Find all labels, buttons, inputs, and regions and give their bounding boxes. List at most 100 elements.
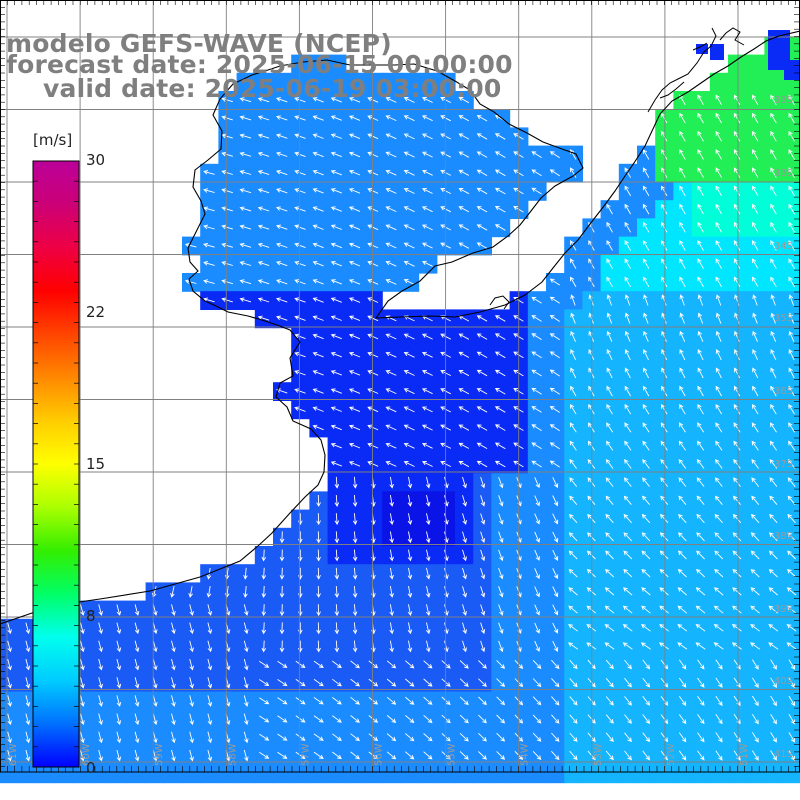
wind-arrow [623, 550, 633, 560]
wind-arrow [568, 513, 578, 524]
wind-arrow [7, 749, 12, 762]
wind-arrow [769, 513, 778, 524]
wind-arrow [770, 330, 777, 342]
wind-arrow [788, 130, 795, 142]
wind-arrow [494, 206, 506, 213]
wind-arrow [277, 751, 288, 759]
wind-cell [509, 764, 529, 784]
wind-arrow [770, 130, 777, 142]
wind-arrow [277, 660, 288, 668]
wind-arrow [697, 349, 704, 361]
wind-arrow [330, 351, 342, 358]
wind-arrow [385, 424, 397, 431]
wind-arrow [459, 678, 469, 687]
wind-arrow [734, 349, 740, 361]
wind-arrow [624, 677, 632, 688]
wind-arrow [367, 133, 379, 140]
lon-label: 56W [374, 743, 385, 766]
wind-cell [127, 764, 147, 784]
wind-arrow [569, 732, 578, 742]
wind-arrow [171, 695, 176, 707]
wind-arrow [678, 458, 687, 469]
wind-arrow [386, 696, 397, 705]
wind-arrow [80, 731, 85, 744]
wind-arrow [624, 385, 631, 397]
wind-arrow [659, 513, 669, 524]
wind-cell [782, 618, 800, 638]
wind-arrow [604, 642, 615, 650]
wind-arrow [660, 422, 668, 433]
wind-arrow [152, 677, 158, 689]
wind-arrow [734, 367, 741, 379]
wind-arrow [368, 733, 379, 742]
wind-arrow [224, 567, 230, 580]
wind-cell [782, 236, 800, 256]
wind-arrow [494, 369, 506, 377]
wind-cell [782, 564, 800, 583]
wind-arrow [316, 531, 321, 544]
wind-arrow [348, 333, 361, 340]
wind-arrow [458, 351, 470, 358]
wind-arrow [551, 659, 560, 670]
wind-arrow [276, 242, 288, 248]
wind-arrow [294, 388, 306, 394]
wind-arrow [98, 622, 103, 635]
colorbar-tick-label: 22 [86, 303, 106, 321]
wind-cell [236, 72, 256, 92]
wind-arrow [257, 133, 270, 139]
wind-arrow [624, 221, 631, 233]
wind-arrow [531, 460, 542, 468]
wind-arrow [549, 369, 560, 377]
wind-arrow [770, 149, 777, 160]
wind-arrow [769, 532, 778, 542]
wind-arrow [276, 97, 288, 103]
wind-arrow [421, 370, 433, 376]
wind-arrow [458, 406, 470, 413]
wind-arrow [295, 715, 306, 723]
lat-lon-grid [0, 0, 800, 773]
wind-arrow [678, 677, 687, 688]
wind-arrow [421, 424, 433, 431]
wind-cell [18, 764, 37, 784]
lon-label: 61W [8, 743, 19, 766]
wind-arrow [624, 696, 632, 706]
wind-arrow [261, 622, 267, 635]
wind-cell [782, 546, 800, 565]
wind-arrow [733, 458, 741, 469]
wind-cell [746, 54, 765, 74]
wind-arrow [679, 149, 686, 160]
wind-arrow [421, 242, 433, 249]
wind-cell [782, 145, 800, 165]
wind-arrow [221, 279, 233, 285]
wind-cell [418, 764, 438, 784]
wind-arrow [330, 242, 342, 249]
wind-arrow [661, 130, 668, 142]
wind-arrow [679, 240, 686, 251]
wind-arrow [312, 115, 324, 121]
wind-arrow [733, 276, 741, 288]
wind-arrow [552, 495, 559, 507]
wind-arrow [733, 258, 741, 269]
wind-arrow [770, 750, 777, 761]
colorbar-tick-label: 0 [86, 759, 96, 777]
wind-arrow [257, 188, 270, 194]
wind-cell [782, 273, 800, 292]
wind-arrow [604, 624, 615, 632]
wind-cell [273, 764, 292, 784]
wind-arrow [750, 587, 760, 596]
wind-arrow [313, 715, 324, 723]
wind-arrow [462, 640, 467, 653]
wind-arrow [752, 167, 759, 178]
wind-arrow [715, 130, 722, 142]
wind-arrow [257, 206, 270, 212]
wind-arrow [642, 750, 651, 761]
wind-arrow [606, 203, 613, 215]
wind-arrow [421, 406, 433, 413]
wind-arrow [80, 658, 85, 671]
wind-arrow [570, 167, 577, 178]
wind-cell [764, 72, 784, 92]
wind-arrow [421, 461, 433, 467]
wind-arrow [403, 97, 415, 103]
wind-arrow [134, 677, 140, 689]
wind-arrow [679, 404, 686, 415]
